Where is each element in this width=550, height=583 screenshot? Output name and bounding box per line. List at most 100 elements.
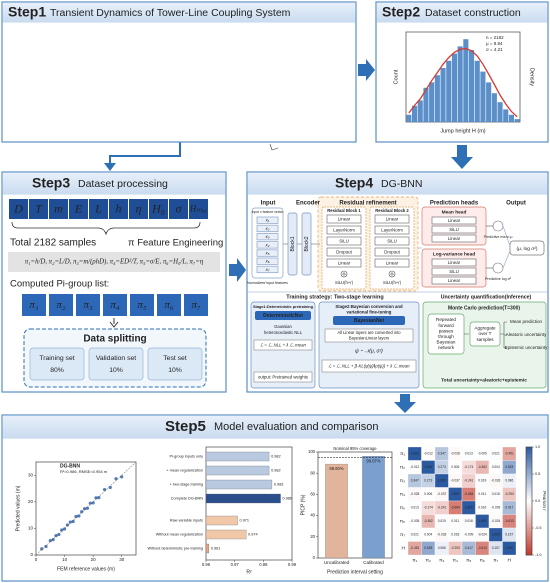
cell-label: -0.451 [410, 546, 419, 550]
point [114, 477, 118, 481]
formula: π₁=h/D, π₂=L/D, π₃=m/(ρhD), π₄=ED²/T, π₅… [25, 259, 204, 266]
cell-label: 0.157 [492, 546, 500, 550]
output-box [509, 240, 545, 256]
input-name: x₁ [265, 218, 270, 223]
set-box [147, 347, 203, 381]
cell-label: -0.037 [451, 479, 460, 483]
y-label: π₁ [400, 452, 405, 457]
cell-label: 1.000 [424, 465, 432, 469]
head-title: Mean head [442, 209, 467, 215]
input-name: x₇ [265, 267, 270, 272]
x-tick-label: 0.97 [231, 562, 240, 567]
colorbar-segment [526, 536, 532, 540]
cell-label: 0.273 [438, 465, 446, 469]
colorbar-segment [526, 468, 532, 472]
cell-label: -0.293 [505, 492, 514, 496]
x-tick-label: 0.96 [202, 562, 211, 567]
axis-label: FEM reference values (m) [57, 566, 115, 572]
point [97, 496, 101, 500]
layer-box [326, 214, 362, 224]
axis-label: Prediction interval setting [327, 569, 383, 575]
category-label: Uncalibrated [324, 560, 350, 565]
colorbar-segment [526, 452, 532, 456]
legend-text: μ = 9.84 [486, 41, 503, 46]
cell-label: -0.024 [478, 533, 487, 537]
cell-label: 1.000 [465, 506, 473, 510]
cell-label: 0.018 [492, 492, 500, 496]
cell-label: 0.013 [465, 452, 473, 456]
step-label: Step5 [165, 418, 206, 435]
category-label: + mean regularization [166, 469, 203, 473]
y-tick-label: 0 [313, 555, 316, 560]
pi-group: π₅ [137, 299, 147, 311]
colorbar-segment [526, 519, 532, 523]
loss: ℒ = ℒ_NLL + β·KL(q(ψ)‖p(ψ)) + λ ℒ_mean [328, 364, 410, 369]
input-cell [256, 241, 279, 249]
arrow [464, 321, 507, 349]
input-name: x₅ [264, 250, 269, 255]
pi-box [157, 294, 181, 316]
colorbar-segment [526, 501, 532, 504]
layer-box [431, 216, 477, 225]
stage-box [318, 301, 420, 389]
total-uncertainty: Total uncertainty=aleatoric+epistemic [441, 377, 527, 383]
x-label: π₇ [493, 558, 498, 563]
merge-label: SiLU(h+r) [335, 280, 354, 285]
pi-box [22, 294, 46, 316]
point [62, 527, 67, 531]
y-label: π₇ [400, 533, 405, 538]
colorbar-segment [526, 455, 532, 459]
cell-label: -0.005 [478, 452, 487, 456]
layer-box [326, 258, 362, 268]
cell-label: 0.016 [465, 519, 473, 523]
point [102, 488, 107, 492]
cell-label: -0.174 [424, 506, 433, 510]
x-tick-label: 0.98 [259, 562, 268, 567]
output-node [492, 262, 504, 274]
cell-label: -0.005 [410, 519, 419, 523]
histogram-bar [429, 82, 435, 122]
axis-label: R² [246, 569, 252, 575]
output-box [253, 371, 313, 383]
cell-label: -0.033 [491, 479, 500, 483]
stage-note: BayesianLinear layers [349, 335, 389, 340]
arrow [109, 318, 119, 328]
variable-box [29, 199, 48, 219]
density-line [408, 47, 518, 118]
input-cell [256, 257, 279, 265]
cell-label: 1.000 [492, 533, 500, 537]
y-tick-label: 0 [30, 552, 33, 557]
variable: H₀ [151, 201, 165, 215]
set-name: Test set [163, 355, 187, 362]
prior: ψ ~ 𝒩(μ, σ²) [355, 348, 383, 354]
pi-group: π₄ [110, 299, 120, 311]
stage-title: variational fine-tuning [347, 310, 392, 315]
x-label: π₅ [466, 558, 471, 563]
y-tick-label: 60 [310, 492, 315, 497]
histogram-bar [497, 102, 503, 122]
stage-note: All Linear layers are converted into [337, 330, 401, 335]
note-box [324, 328, 414, 343]
value-label: 0.982 [271, 469, 281, 473]
variable-box [129, 199, 148, 219]
histogram-bar [440, 68, 446, 122]
net-name: BayesianNet [354, 318, 384, 324]
value-label: 88.60% [329, 466, 343, 471]
layer-name: Linear [448, 218, 461, 223]
step-title: DG-BNN [381, 178, 422, 190]
stage-title: Stage2:Bayesian conversion and [335, 304, 403, 309]
value-label: 0.986 [283, 497, 293, 501]
colorbar-segment [526, 541, 532, 545]
panel-header [2, 172, 226, 195]
point [82, 507, 87, 511]
point [68, 520, 72, 524]
colorbar-tick-label: 0.5 [535, 472, 540, 476]
x-label: H [508, 557, 512, 563]
histogram-bar [406, 114, 412, 122]
cell-label: -0.033 [437, 533, 446, 537]
legend-text: σ = 4.21 [486, 47, 503, 52]
cell-label: 0.004 [492, 465, 500, 469]
x-tick-label: 0 [35, 557, 38, 562]
layer-name: Linear [448, 278, 461, 283]
layer-box [431, 267, 477, 276]
